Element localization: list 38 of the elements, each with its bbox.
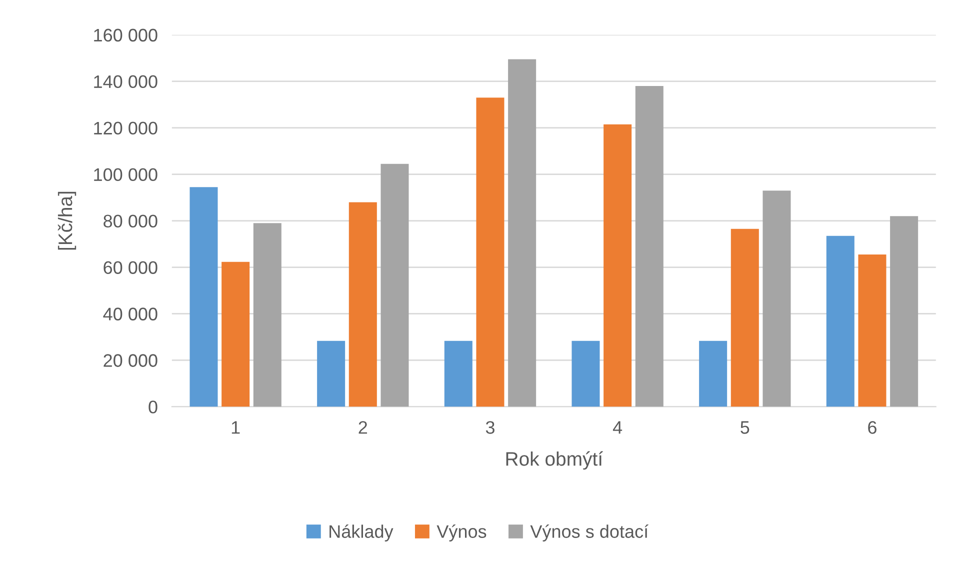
bar <box>348 202 377 407</box>
bar <box>190 187 218 407</box>
y-axis-title: [Kč/ha] <box>58 192 76 250</box>
y-tick-label: 0 <box>148 400 158 414</box>
legend-label: Náklady <box>330 524 394 542</box>
bar <box>222 262 250 407</box>
x-tick-label: 6 <box>868 421 876 434</box>
bar <box>826 236 854 407</box>
bar <box>317 340 346 407</box>
y-tick-label: 100 000 <box>94 168 158 182</box>
bar <box>858 254 886 407</box>
y-tick-label: 140 000 <box>94 75 158 88</box>
bar <box>890 216 918 407</box>
y-tick-label: 160 000 <box>94 28 158 42</box>
bar <box>635 86 664 407</box>
x-tick-label: 5 <box>740 421 750 434</box>
bar <box>253 223 282 407</box>
y-tick-label: 60 000 <box>104 261 158 274</box>
bar <box>604 124 632 407</box>
y-tick-label: 80 000 <box>104 214 158 228</box>
bar <box>476 98 504 407</box>
legend-label: Výnos s dotací <box>530 524 649 542</box>
bar <box>380 164 409 407</box>
bar <box>444 340 472 407</box>
y-tick-label: 40 000 <box>103 308 158 320</box>
y-tick-label: 20 000 <box>104 354 158 367</box>
x-tick-label: 4 <box>612 421 622 434</box>
bar <box>699 340 728 407</box>
x-tick-label: 1 <box>232 421 240 434</box>
x-axis-title: Rok obmýtí <box>506 451 603 470</box>
bar <box>508 59 536 407</box>
bar <box>730 228 759 407</box>
x-tick-label: 3 <box>486 421 494 434</box>
legend-label: Výnos <box>436 524 486 542</box>
bar <box>762 190 791 407</box>
y-tick-label: 120 000 <box>94 122 158 135</box>
bar <box>572 340 600 407</box>
x-tick-label: 2 <box>358 421 368 434</box>
